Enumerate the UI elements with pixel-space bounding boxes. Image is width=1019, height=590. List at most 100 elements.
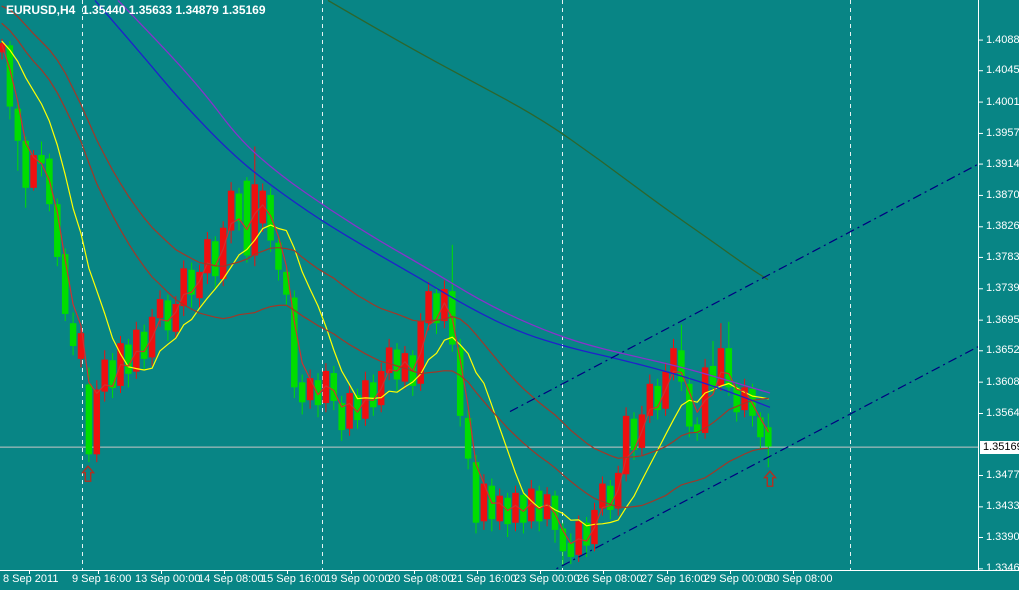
candle <box>678 324 685 391</box>
candle <box>172 296 180 339</box>
time-tick-label: 21 Sep 16:00 <box>451 573 517 585</box>
chart-title: EURUSD,H4 1.35440 1.35633 1.34879 1.3516… <box>6 3 266 17</box>
candle <box>654 378 661 420</box>
candle <box>275 236 282 281</box>
candle <box>188 262 195 308</box>
candle <box>488 478 496 532</box>
price-tick-label: 1.37390 <box>986 282 1019 295</box>
candle <box>646 374 654 423</box>
candle <box>306 369 314 409</box>
price-tick-label: 1.33900 <box>986 530 1019 543</box>
candle <box>456 338 464 427</box>
candle <box>6 41 14 120</box>
candle <box>267 187 274 252</box>
candle <box>425 281 432 331</box>
candle <box>330 365 338 411</box>
candle <box>338 395 345 441</box>
candle <box>251 146 259 267</box>
price-tick-label: 1.38700 <box>986 188 1019 201</box>
candle <box>765 413 772 468</box>
candle <box>512 485 519 532</box>
channel-upper-trendline[interactable] <box>509 163 978 413</box>
candle <box>164 294 172 342</box>
candle <box>385 338 393 381</box>
price-tick-label: 1.39140 <box>986 157 1019 170</box>
candle <box>180 260 187 317</box>
candle <box>140 324 148 370</box>
up-arrow-icon[interactable] <box>80 465 96 482</box>
candle <box>441 280 448 329</box>
candle <box>298 374 306 415</box>
candle <box>69 312 77 356</box>
maroon_low-line <box>1 22 769 508</box>
candle <box>393 343 401 391</box>
candle <box>77 326 85 368</box>
price-tick-label: 1.37830 <box>986 250 1019 263</box>
price-tick-label: 1.40450 <box>986 64 1019 77</box>
price-tick-label: 1.36520 <box>986 344 1019 357</box>
candle <box>464 410 472 470</box>
time-tick-label: 20 Sep 08:00 <box>388 573 454 585</box>
candle <box>551 490 559 543</box>
candle <box>354 388 361 429</box>
candle <box>204 231 211 285</box>
price-tick-label: 1.40010 <box>986 95 1019 108</box>
candle <box>496 488 503 530</box>
candle <box>567 533 575 565</box>
channel-lower-trendline[interactable] <box>545 346 978 575</box>
time-tick-label: 14 Sep 08:00 <box>198 573 264 585</box>
candle <box>693 417 701 441</box>
candle <box>14 103 22 171</box>
time-tick-label: 23 Sep 00:00 <box>514 573 580 585</box>
candle <box>362 371 369 426</box>
candle <box>717 323 725 391</box>
candle <box>243 177 251 263</box>
price-tick-label: 1.34770 <box>986 468 1019 481</box>
candle <box>212 236 219 290</box>
candle <box>686 376 693 438</box>
candle <box>219 221 227 287</box>
price-tick-label: 1.34330 <box>986 500 1019 513</box>
candle <box>401 346 409 389</box>
dark_green_ma-line <box>327 0 769 281</box>
time-tick-label: 30 Sep 08:00 <box>767 573 833 585</box>
candle <box>622 407 630 482</box>
price-tick-label: 1.36950 <box>986 313 1019 326</box>
candle <box>504 492 511 537</box>
candle <box>346 385 353 436</box>
time-tick-label: 15 Sep 16:00 <box>261 573 327 585</box>
candle <box>291 290 298 399</box>
candle <box>370 374 377 416</box>
candle <box>196 264 203 309</box>
candle <box>599 476 606 516</box>
maroon_high-line <box>1 5 769 459</box>
candle <box>54 198 61 267</box>
plot-area[interactable] <box>0 0 978 575</box>
candle <box>583 517 590 557</box>
time-tick-label: 9 Sep 16:00 <box>72 573 132 585</box>
candle <box>472 455 480 534</box>
price-tick-label: 1.38260 <box>986 220 1019 233</box>
time-tick-label: 19 Sep 00:00 <box>325 573 391 585</box>
price-tick-label: 1.40880 <box>986 33 1019 46</box>
current-price-label: 1.35169 <box>980 440 1019 454</box>
candle <box>227 182 235 244</box>
candle <box>409 350 417 396</box>
time-tick-label: 13 Sep 00:00 <box>135 573 201 585</box>
purple_ma-line <box>117 0 771 394</box>
up-arrow-icon[interactable] <box>762 470 778 487</box>
candle <box>433 287 440 334</box>
candle <box>156 290 164 327</box>
candle <box>543 487 551 527</box>
candle <box>133 321 140 379</box>
candle <box>607 479 614 520</box>
candle <box>22 136 29 208</box>
blue_ma-line <box>94 0 771 408</box>
time-tick-label: 26 Sep 08:00 <box>577 573 643 585</box>
candle <box>528 479 535 529</box>
candle <box>38 141 45 177</box>
candle <box>101 350 108 402</box>
price-tick-label: 1.35640 <box>986 407 1019 419</box>
